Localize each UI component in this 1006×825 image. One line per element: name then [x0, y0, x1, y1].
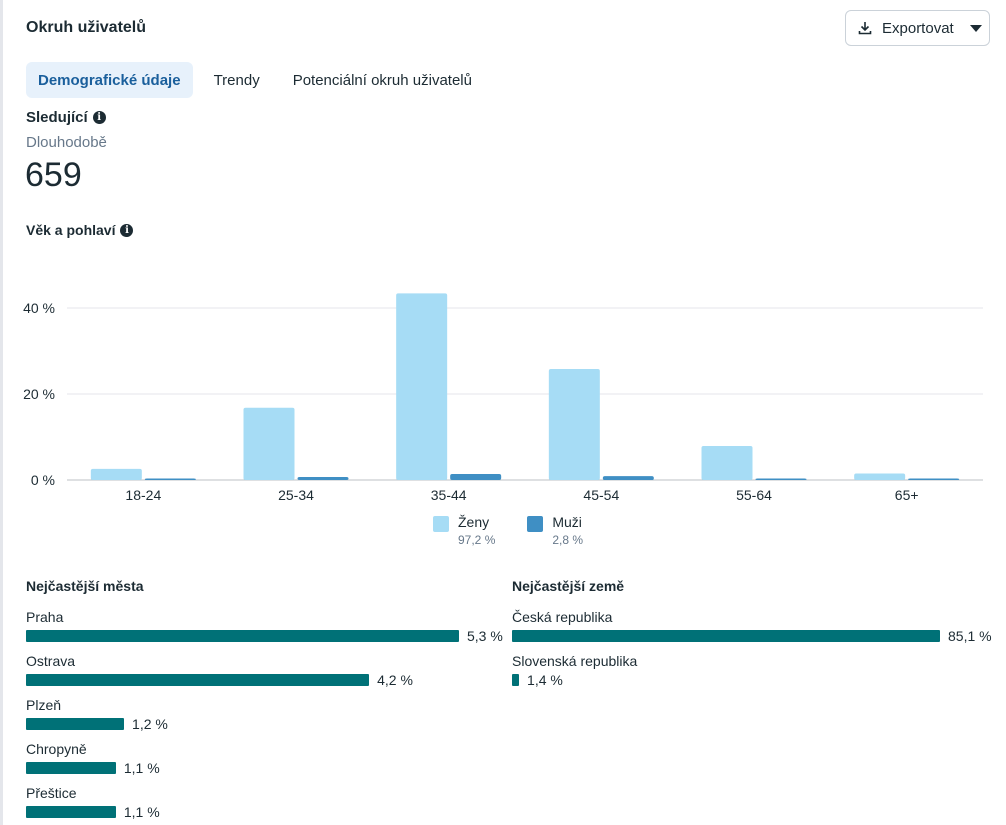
bar-women[interactable] [701, 446, 753, 480]
city-row: Praha 5,3 % [26, 608, 503, 652]
city-row: Ostrava 4,2 % [26, 652, 503, 696]
top-countries-heading: Nejčastější země [512, 578, 625, 594]
city-bar [26, 630, 459, 642]
followers-label: Sledující [26, 109, 88, 126]
chart-legend: Ženy 97,2 % Muži 2,8 % [433, 514, 583, 547]
age-gender-label: Věk a pohlaví [26, 222, 116, 238]
top-cities-heading: Nejčastější města [26, 578, 144, 594]
info-icon[interactable]: i [92, 111, 106, 124]
country-row: Slovenská republika 1,4 % [512, 652, 992, 696]
legend-name: Muži [552, 514, 582, 530]
city-bar [26, 806, 116, 818]
y-tick-label: 0 % [31, 472, 55, 488]
top-cities-list: Praha 5,3 % Ostrava 4,2 % Plzeň 1,2 % Chropyně… [26, 608, 503, 825]
city-bar [26, 674, 370, 686]
bar-men[interactable] [297, 476, 349, 480]
legend-swatch-men [527, 516, 544, 532]
tab-demographics[interactable]: Demografické údaje [26, 62, 193, 98]
legend-pct: 2,8 % [552, 533, 584, 547]
legend-pct: 97,2 % [458, 533, 496, 547]
bar-men[interactable] [908, 478, 960, 481]
caret-down-icon [969, 24, 982, 32]
y-tick-label: 40 % [23, 300, 55, 316]
followers-heading: Sledující i [26, 109, 106, 126]
country-pct: 85,1 % [948, 628, 992, 644]
legend-item-men[interactable]: Muži 2,8 % [527, 514, 583, 547]
bar-men[interactable] [450, 473, 502, 480]
city-name: Přeštice [26, 785, 77, 801]
download-icon [858, 22, 872, 35]
age-gender-chart: 0 % 20 % 40 % 18-24 25-34 35-44 45-54 55-64 65+ [23, 293, 983, 500]
top-countries-list: Česká republika 85,1 % Slovenská republika… [512, 608, 992, 696]
bar-men[interactable] [144, 478, 196, 481]
country-bar [512, 674, 520, 686]
city-pct: 4,2 % [377, 672, 413, 688]
x-tick-label: 55-64 [736, 487, 772, 500]
city-name: Chropyně [26, 741, 87, 757]
country-name: Česká republika [512, 609, 613, 625]
legend-item-women[interactable]: Ženy 97,2 % [433, 514, 495, 547]
city-bar [26, 762, 116, 774]
bar-women[interactable] [243, 407, 295, 480]
country-pct: 1,4 % [527, 672, 563, 688]
city-name: Ostrava [26, 653, 76, 669]
x-tick-label: 18-24 [125, 487, 161, 500]
city-name: Plzeň [26, 697, 62, 713]
city-pct: 1,1 % [123, 760, 160, 776]
city-pct: 1,2 % [132, 716, 168, 732]
city-pct: 5,3 % [467, 628, 503, 644]
x-tick-label: 65+ [895, 487, 919, 500]
page-title: Okruh uživatelů [26, 19, 147, 36]
y-tick-label: 20 % [23, 386, 55, 402]
city-pct: 1,1 % [123, 804, 160, 820]
followers-period: Dlouhodobě [26, 134, 107, 151]
legend-name: Ženy [458, 514, 490, 530]
city-row: Přeštice 1,1 % [26, 784, 503, 825]
country-name: Slovenská republika [512, 653, 638, 669]
bar-women[interactable] [548, 369, 600, 480]
bar-men[interactable] [755, 478, 807, 481]
city-row: Plzeň 1,2 % [26, 696, 503, 740]
bar-women[interactable] [854, 473, 906, 480]
tab-bar: Demografické údaje Trendy Potenciální ok… [26, 62, 484, 98]
followers-count: 659 [25, 156, 82, 194]
country-bar [512, 630, 940, 642]
age-gender-heading: Věk a pohlaví i [26, 222, 134, 238]
export-button[interactable]: Exportovat [845, 10, 990, 46]
country-row: Česká republika 85,1 % [512, 608, 992, 652]
tab-potential-audience[interactable]: Potenciální okruh uživatelů [292, 71, 472, 89]
city-bar [26, 718, 125, 730]
city-name: Praha [26, 609, 64, 625]
city-row: Chropyně 1,1 % [26, 740, 503, 784]
legend-swatch-women [433, 516, 449, 532]
tab-trends[interactable]: Trendy [213, 71, 260, 89]
bar-women[interactable] [396, 293, 448, 480]
x-tick-label: 25-34 [278, 487, 314, 500]
export-label: Exportovat [882, 19, 954, 37]
x-tick-label: 35-44 [431, 487, 467, 500]
bar-men[interactable] [602, 476, 654, 480]
bar-women[interactable] [90, 468, 142, 480]
info-icon[interactable]: i [120, 223, 134, 237]
x-tick-label: 45-54 [583, 487, 619, 500]
